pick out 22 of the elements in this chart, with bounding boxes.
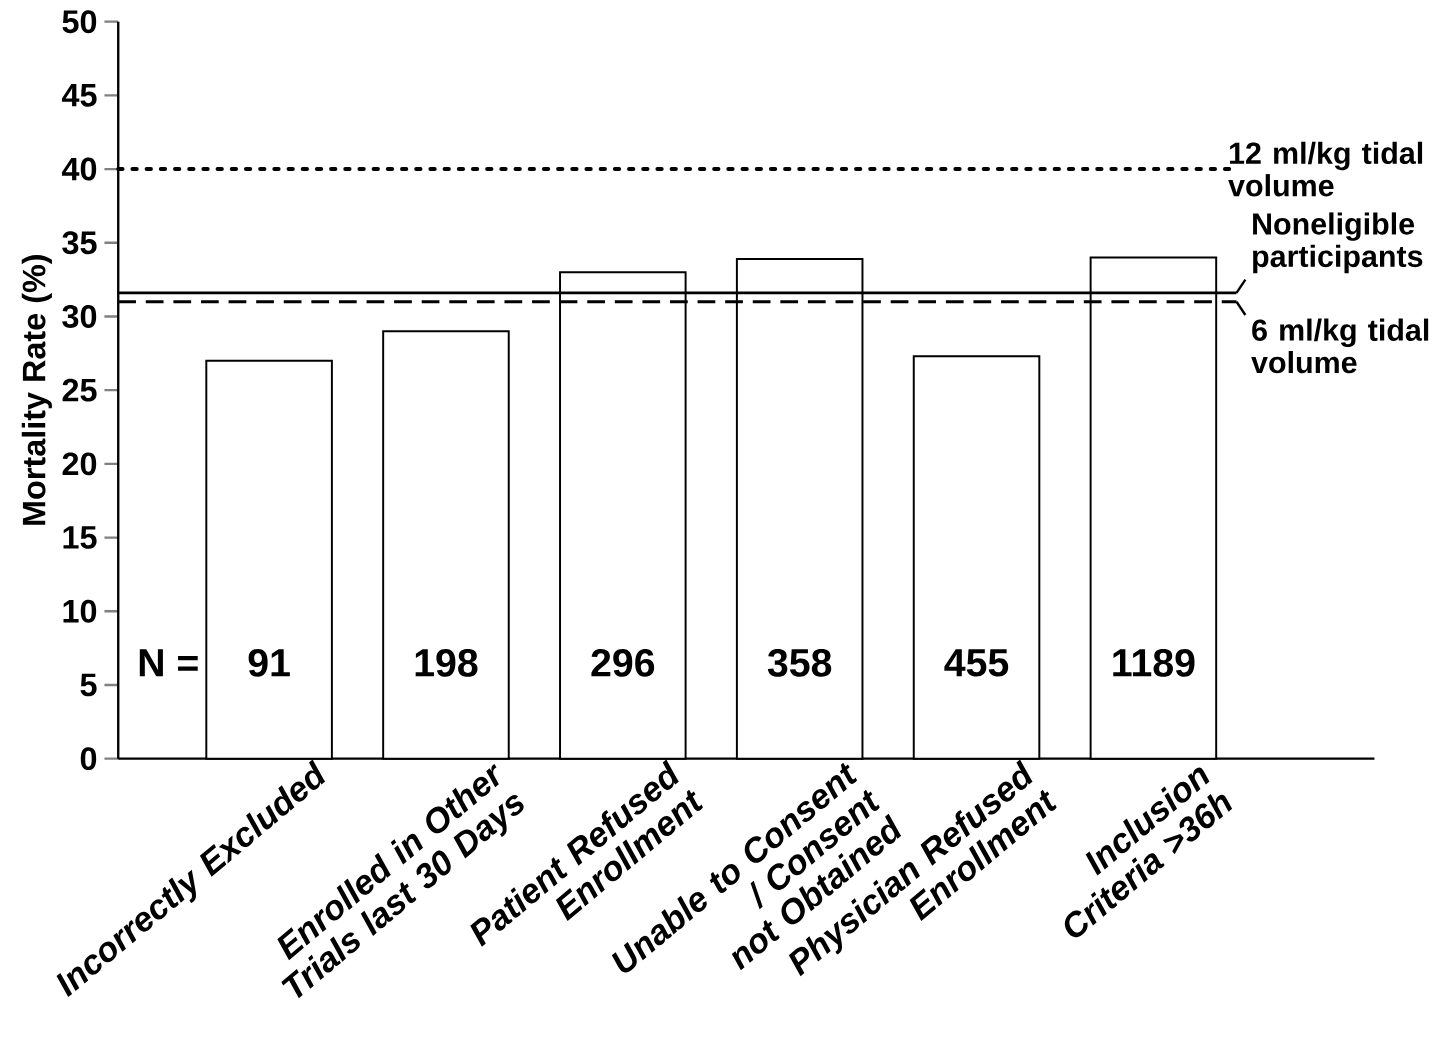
annotation: 91	[248, 649, 290, 677]
y-tick-label: 45	[61, 84, 97, 107]
annotation: N =	[139, 649, 198, 677]
annotation: 358	[767, 648, 832, 677]
annotation: 198	[415, 649, 478, 677]
annotation: 1189	[1113, 649, 1195, 677]
y-tick-label: 30	[62, 305, 97, 329]
y-tick-label: 20	[62, 452, 97, 476]
annotation: 296	[591, 649, 655, 677]
y-tick-label: 5	[80, 673, 97, 697]
annotation: 455	[944, 649, 1009, 677]
ref-line-label: Noneligible participants	[1253, 212, 1423, 274]
y-tick-label: 10	[63, 599, 97, 623]
legend-label: 6 ml/kg tidal volume	[1251, 318, 1429, 374]
y-tick-label: 35	[62, 231, 97, 255]
y-tick-label: 50	[62, 10, 97, 34]
y-tick-label: 15	[63, 526, 97, 549]
y-tick-label: 25	[62, 378, 97, 402]
y-axis-title: Mortality Rate (%)	[21, 255, 52, 525]
y-tick-label: 0	[80, 747, 97, 771]
ref-line-label: 12 ml/kg tidal volume	[1228, 141, 1423, 197]
y-tick-label: 40	[61, 157, 97, 181]
